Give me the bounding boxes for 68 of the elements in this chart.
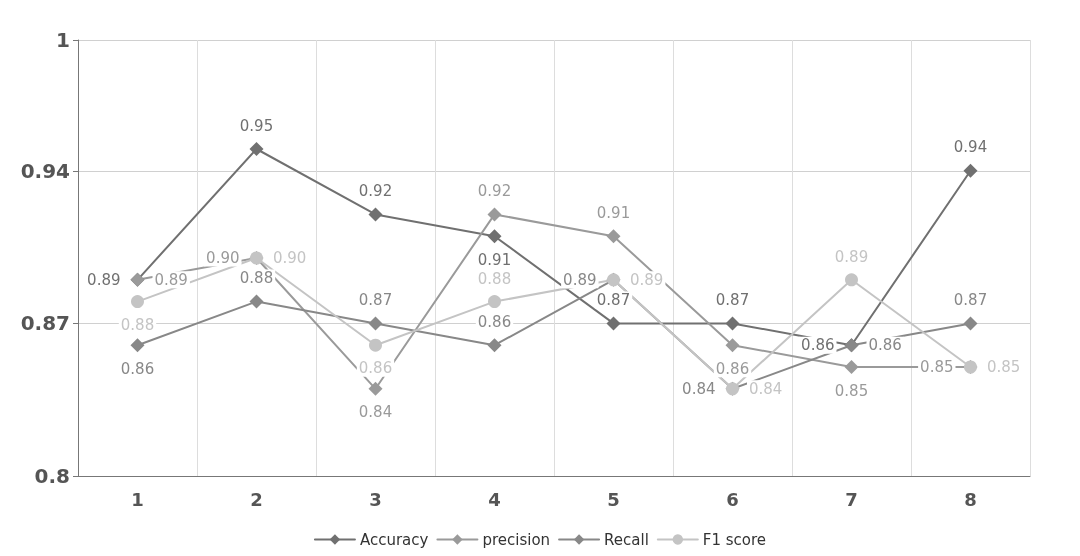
data-label: 0.89 — [87, 270, 121, 289]
data-label: 0.89 — [834, 247, 869, 266]
legend-label: Recall — [604, 530, 649, 549]
point — [249, 142, 264, 156]
data-label: 0.91 — [596, 203, 631, 222]
x-tick-label: 8 — [964, 488, 977, 510]
data-label: 0.92 — [358, 181, 393, 200]
point — [487, 207, 502, 222]
y-tick-label: 0.8 — [34, 464, 70, 488]
data-label: 0.85 — [987, 358, 1021, 376]
legend-label: F1 score — [702, 530, 767, 549]
data-label: 0.89 — [154, 270, 188, 289]
y-tick-label: 0.87 — [20, 311, 70, 336]
point — [368, 207, 383, 222]
data-label: 0.86 — [801, 336, 835, 355]
data-label: 0.86 — [868, 336, 902, 355]
point — [725, 316, 740, 331]
point — [368, 381, 383, 396]
data-label: 0.90 — [273, 249, 307, 267]
point — [131, 295, 144, 309]
data-label: 0.84 — [358, 403, 393, 422]
data-label: 0.87 — [596, 290, 631, 309]
legend-label: precision — [482, 530, 551, 549]
x-tick-label: 6 — [726, 488, 739, 510]
data-label: 0.84 — [682, 379, 716, 398]
point — [963, 163, 978, 178]
data-label: 0.86 — [358, 359, 393, 378]
point — [606, 316, 621, 331]
data-label: 0.86 — [477, 312, 512, 331]
data-label: 0.88 — [477, 269, 512, 288]
data-label: 0.86 — [120, 359, 155, 378]
data-label: 0.94 — [953, 138, 988, 157]
data-label: 0.86 — [715, 359, 750, 378]
point — [369, 338, 382, 352]
data-label: 0.84 — [749, 379, 783, 398]
y-tick-label: 0.94 — [20, 158, 70, 183]
point — [487, 229, 502, 244]
point — [845, 273, 858, 287]
data-label: 0.88 — [120, 315, 155, 334]
data-label: 0.91 — [477, 250, 512, 269]
data-label: 0.88 — [239, 269, 274, 288]
data-label: 0.90 — [206, 249, 240, 267]
x-tick-label: 3 — [369, 488, 382, 510]
data-label: 0.87 — [953, 290, 988, 309]
data-label: 0.95 — [239, 116, 274, 135]
point — [844, 360, 859, 374]
point — [368, 316, 383, 331]
point — [488, 295, 501, 309]
data-label: 0.89 — [563, 270, 597, 289]
x-tick-label: 1 — [131, 488, 144, 510]
x-tick-label: 4 — [488, 488, 501, 510]
data-label: 0.85 — [920, 358, 954, 376]
x-tick-label: 2 — [250, 488, 263, 510]
y-tick-label: 1 — [56, 28, 70, 52]
data-label: 0.85 — [834, 381, 869, 400]
x-tick-label: 7 — [845, 488, 858, 510]
point — [487, 338, 502, 353]
point — [249, 294, 264, 309]
point — [963, 316, 978, 331]
data-label: 0.87 — [358, 290, 393, 309]
data-label: 0.87 — [715, 290, 750, 309]
point — [130, 338, 145, 353]
data-label: 0.89 — [630, 270, 664, 289]
x-tick-label: 5 — [607, 488, 620, 510]
legend-label: Accuracy — [359, 530, 429, 549]
point — [725, 338, 740, 353]
data-label: 0.92 — [477, 181, 512, 200]
point — [606, 229, 621, 244]
